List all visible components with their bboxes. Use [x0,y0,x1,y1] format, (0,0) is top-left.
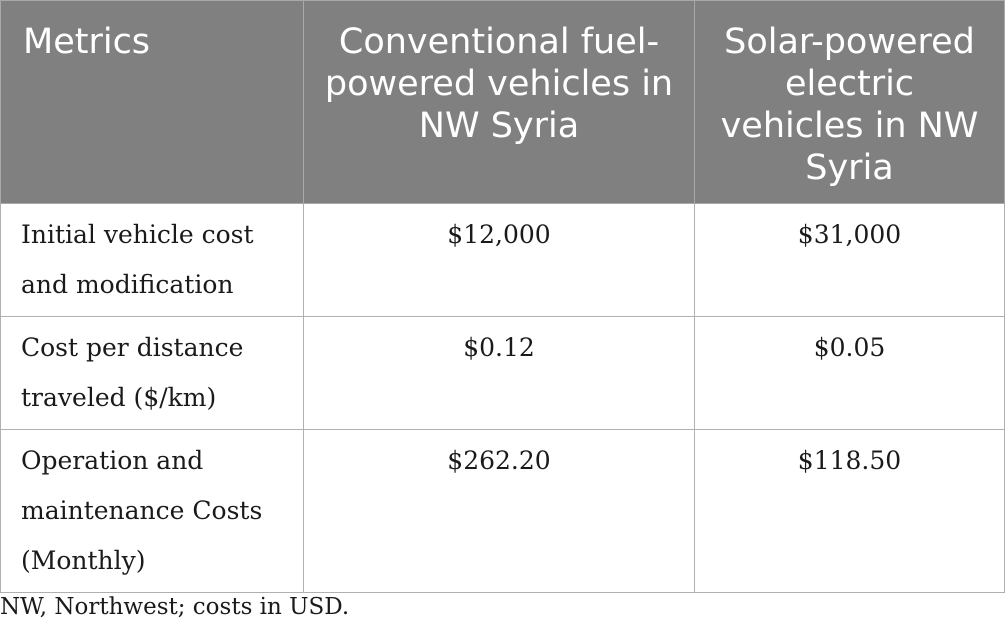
header-conventional-vehicles: Conventional fuel-powered vehicles in NW… [303,0,695,204]
solar-value-cell: $0.05 [694,316,1005,430]
solar-value-cell: $31,000 [694,203,1005,317]
conventional-value-cell: $0.12 [303,316,695,430]
header-metrics: Metrics [0,0,304,204]
table-footnote: NW, Northwest; costs in USD. [0,594,350,620]
metric-cell: Cost per distance traveled ($/km) [0,316,304,430]
header-solar-electric-vehicles: Solar-powered electric vehicles in NW Sy… [694,0,1005,204]
conventional-value-cell: $262.20 [303,429,695,593]
table-row: Initial vehicle cost and modification $1… [0,203,1005,317]
metric-cell: Operation and maintenance Costs (Monthly… [0,429,304,593]
solar-value-cell: $118.50 [694,429,1005,593]
metric-cell: Initial vehicle cost and modification [0,203,304,317]
table-row: Operation and maintenance Costs (Monthly… [0,429,1005,593]
comparison-table-container: Metrics Conventional fuel-powered vehicl… [0,0,1005,593]
table-header: Metrics Conventional fuel-powered vehicl… [0,0,1005,204]
header-row: Metrics Conventional fuel-powered vehicl… [0,0,1005,204]
table-body: Initial vehicle cost and modification $1… [0,203,1005,593]
conventional-value-cell: $12,000 [303,203,695,317]
table-row: Cost per distance traveled ($/km) $0.12 … [0,316,1005,430]
vehicle-comparison-table: Metrics Conventional fuel-powered vehicl… [0,0,1005,593]
